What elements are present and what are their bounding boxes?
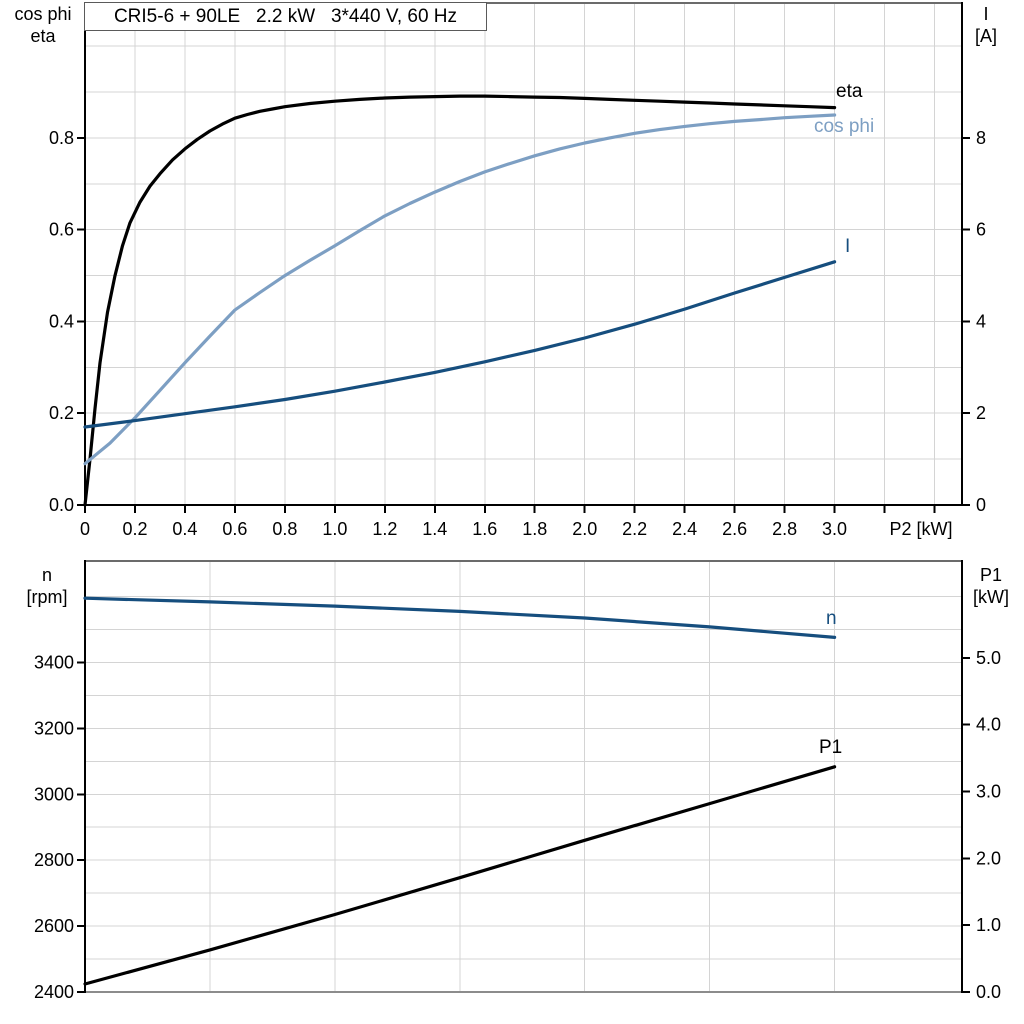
y-tick-label-right: 6 — [976, 220, 986, 240]
speed-axis-title-line1: n — [41, 565, 52, 585]
x-tick-label: 1.4 — [422, 519, 447, 539]
right-axis-title: I [A] — [960, 3, 1012, 47]
x-tick-label: 3.0 — [822, 519, 847, 539]
x-tick-label: 0.4 — [172, 519, 197, 539]
chart-title-box: CRI5-6 + 90LE 2.2 kW 3*440 V, 60 Hz — [84, 2, 487, 31]
x-tick-label: 0 — [80, 519, 90, 539]
y-tick-label-left: 3400 — [34, 652, 74, 672]
y-tick-label-right: 1.0 — [976, 915, 1001, 935]
series-eta — [83, 94, 837, 507]
y-tick-label-right: 3.0 — [976, 782, 1001, 802]
chart-title: CRI5-6 + 90LE 2.2 kW 3*440 V, 60 Hz — [113, 5, 458, 27]
x-tick-label: 2.8 — [772, 519, 797, 539]
curve-label-eta: eta — [836, 81, 863, 102]
series-i — [83, 260, 837, 429]
y-tick-label-right: 5.0 — [976, 648, 1001, 668]
x-axis-unit-label: P2 [kW] — [889, 519, 953, 539]
y-tick-label-right: 8 — [976, 128, 986, 148]
curve-label-cos-phi: cos phi — [814, 116, 875, 137]
x-tick-label: 1.8 — [522, 519, 547, 539]
y-tick-label-left: 0.0 — [49, 495, 74, 515]
curve-label-input-power: P1 — [819, 737, 843, 758]
right-axis-title-line1: I — [983, 4, 989, 24]
series-n — [83, 596, 837, 639]
x-tick-label: 1.2 — [372, 519, 397, 539]
left-axis-title: cos phi eta — [8, 3, 78, 47]
y-tick-label-left: 2600 — [34, 916, 74, 936]
x-tick-label: 2.4 — [672, 519, 697, 539]
power-axis-title-line1: P1 — [979, 565, 1003, 585]
x-tick-label: 0.6 — [222, 519, 247, 539]
x-tick-label: 1.6 — [472, 519, 497, 539]
speed-axis-title: n [rpm] — [14, 564, 80, 608]
y-tick-label-left: 3200 — [34, 718, 74, 738]
curve-label-current: I — [845, 236, 851, 257]
right-axis-title-line2: [A] — [974, 26, 997, 46]
y-tick-label-right: 0 — [976, 495, 986, 515]
x-tick-label: 1.0 — [322, 519, 347, 539]
x-tick-label: 0.8 — [272, 519, 297, 539]
y-tick-label-left: 3000 — [34, 784, 74, 804]
y-tick-label-left: 0.2 — [49, 403, 74, 423]
x-tick-label: 2.0 — [572, 519, 597, 539]
left-axis-title-line1: cos phi — [14, 4, 72, 24]
series-p1 — [83, 765, 837, 986]
power-axis-title: P1 [kW] — [960, 564, 1022, 608]
y-tick-label-left: 2400 — [34, 982, 74, 1002]
y-tick-label-right: 2 — [976, 403, 986, 423]
x-tick-label: 2.6 — [722, 519, 747, 539]
y-tick-label-right: 2.0 — [976, 848, 1001, 868]
y-tick-label-right: 0.0 — [976, 982, 1001, 1002]
speed-axis-title-line2: [rpm] — [26, 587, 68, 607]
y-tick-label-left: 0.8 — [49, 128, 74, 148]
power-axis-title-line2: [kW] — [973, 587, 1009, 607]
y-tick-label-right: 4.0 — [976, 715, 1001, 735]
curve-label-speed: n — [826, 608, 837, 629]
y-tick-label-right: 4 — [976, 311, 986, 331]
x-tick-label: 2.2 — [622, 519, 647, 539]
left-axis-title-line2: eta — [30, 26, 56, 46]
y-tick-label-left: 0.4 — [49, 311, 74, 331]
y-tick-label-left: 0.6 — [49, 220, 74, 240]
series-cos-phi — [83, 113, 837, 466]
y-tick-label-left: 2800 — [34, 850, 74, 870]
x-tick-label: 0.2 — [122, 519, 147, 539]
